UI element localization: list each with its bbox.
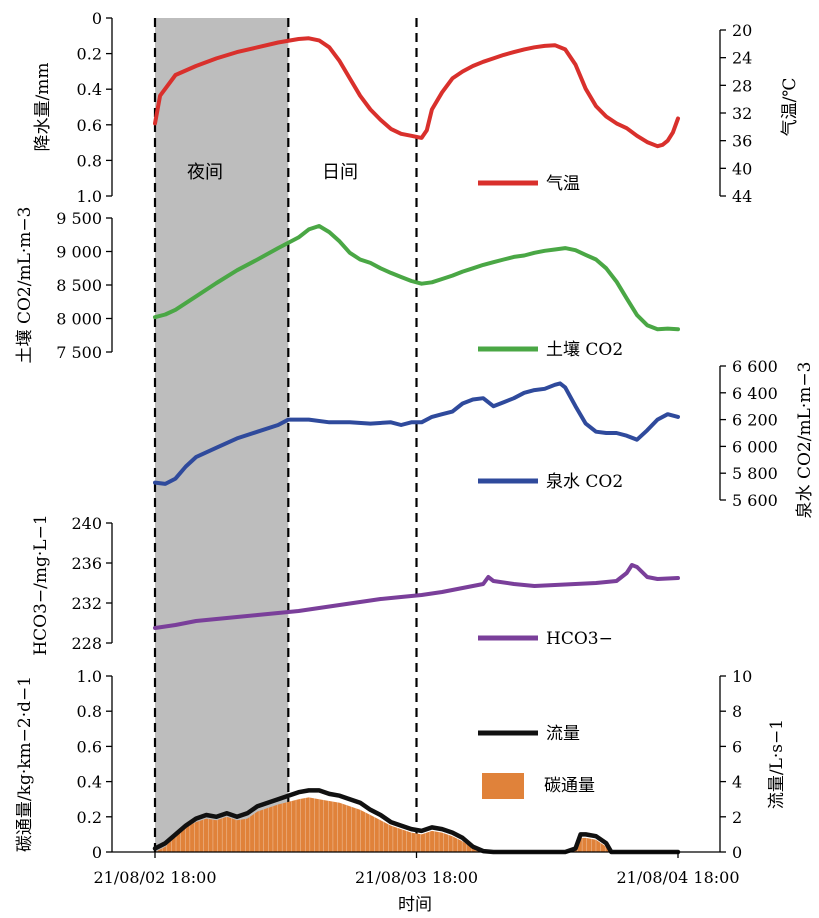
rainfall-axis-tick-label: 0 [92, 9, 102, 28]
flux-axis-tick-label: 1.0 [77, 667, 102, 686]
discharge-axis-title: 流量/L·s−1 [767, 719, 787, 809]
hco3-axis-tick-label: 232 [71, 594, 102, 613]
legend-carbon-flux-label: 碳通量 [544, 776, 595, 796]
spring-co2-axis-tick-label: 5 600 [732, 491, 778, 510]
legend-discharge-label: 流量 [546, 724, 580, 744]
discharge-axis-tick-label: 2 [732, 808, 742, 827]
spring-co2-axis-title: 泉水 CO2/mL·m−3 [795, 362, 815, 519]
legend-airtemp-label: 气温 [546, 174, 580, 194]
spring-co2-axis-tick-label: 5 800 [732, 464, 778, 483]
night-annotation: 夜间 [187, 162, 223, 183]
flux-axis-tick-label: 0.8 [77, 702, 102, 721]
flux-axis-tick-label: 0.2 [77, 808, 102, 827]
x-tick-label: 21/08/03 18:00 [355, 868, 478, 887]
airtemp-axis-tick-label: 40 [732, 159, 752, 178]
legend-hco3-label: HCO3− [546, 629, 613, 649]
x-axis-title: 时间 [398, 895, 432, 915]
rainfall-axis-tick-label: 0.4 [77, 80, 102, 99]
discharge-axis-tick-label: 0 [732, 843, 742, 862]
hco3-axis-tick-label: 240 [71, 514, 102, 533]
x-tick-label: 21/08/02 18:00 [93, 868, 216, 887]
hco3-axis-tick-label: 228 [71, 634, 102, 653]
soil-co2-line [153, 224, 680, 332]
discharge-line [152, 788, 681, 855]
soil-co2-axis-tick-label: 7 500 [56, 343, 102, 362]
airtemp-axis-tick-label: 44 [732, 187, 752, 206]
hco3-axis-tick-label: 236 [71, 554, 102, 573]
legend-soil-co2-label: 土壤 CO2 [546, 339, 623, 360]
spring-co2-axis-tick-label: 6 600 [732, 357, 778, 376]
discharge-axis-tick-label: 8 [732, 702, 742, 721]
spring-co2-axis-tick-label: 6 400 [732, 384, 778, 403]
spring-co2-axis-tick-label: 6 000 [732, 437, 778, 456]
soil-co2-axis-tick-label: 8 000 [56, 310, 102, 329]
soil-co2-axis-tick-label: 9 500 [56, 209, 102, 228]
x-tick-label: 21/08/04 18:00 [616, 868, 739, 887]
rainfall-axis-tick-label: 0.2 [77, 45, 102, 64]
discharge-axis-tick-label: 10 [732, 667, 752, 686]
airtemp-axis-tick-label: 20 [732, 21, 752, 40]
soil-co2-axis-title: 土壤 CO2/mL·m−3 [14, 207, 35, 364]
spring-co2-line [153, 381, 680, 486]
rainfall-axis-title: 降水量/mm [33, 63, 53, 152]
soil-co2-axis-tick-label: 9 000 [56, 243, 102, 262]
night-shading [155, 18, 289, 852]
hco3-axis-title: HCO3−/mg·L−1 [31, 514, 51, 655]
airtemp-line [153, 36, 680, 149]
airtemp-axis-tick-label: 28 [732, 76, 752, 95]
discharge-axis-tick-label: 4 [732, 773, 742, 792]
airtemp-axis-title: 气温/℃ [780, 78, 800, 137]
spring-co2-axis-tick-label: 6 200 [732, 411, 778, 430]
hco3-line [153, 563, 680, 630]
rainfall-axis-tick-label: 0.8 [77, 151, 102, 170]
legend-spring-co2-label: 泉水 CO2 [546, 472, 623, 492]
day-annotation: 日间 [322, 162, 358, 183]
airtemp-axis-tick-label: 36 [732, 132, 752, 151]
discharge-axis-tick-label: 6 [732, 737, 742, 756]
airtemp-axis-tick-label: 24 [732, 49, 752, 68]
flux-axis-tick-label: 0 [92, 843, 102, 862]
flux-axis-title: 碳通量/kg·km−2·d−1 [15, 676, 35, 852]
rainfall-axis-tick-label: 0.6 [77, 116, 102, 135]
legend-carbon-flux-swatch [482, 773, 524, 799]
flux-axis-tick-label: 0.6 [77, 737, 102, 756]
carbon-flux-area [155, 797, 678, 852]
airtemp-axis-tick-label: 32 [732, 104, 752, 123]
soil-co2-axis-tick-label: 8 500 [56, 276, 102, 295]
flux-axis-tick-label: 0.4 [77, 773, 102, 792]
rainfall-axis-tick-label: 1.0 [77, 187, 102, 206]
